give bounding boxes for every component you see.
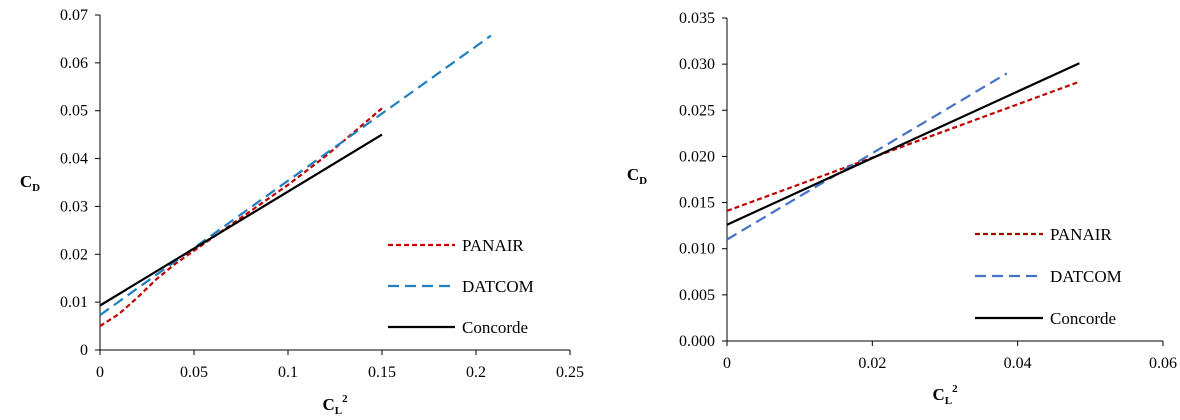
y-tick-label: 0.005: [679, 287, 715, 304]
x-tick-label: 0.2: [466, 364, 486, 381]
x-tick-label: 0.02: [858, 355, 886, 372]
y-tick-label: 0.030: [679, 56, 715, 73]
y-tick-label: 0: [80, 342, 88, 359]
legend-label-datcom: DATCOM: [462, 277, 534, 296]
x-tick-label: 0.25: [556, 364, 584, 381]
legend-label-concorde: Concorde: [462, 318, 528, 337]
legend-label-panair: PANAIR: [1050, 225, 1112, 244]
legend: PANAIR DATCOM Concorde: [975, 225, 1122, 328]
y-tick-label: 0.020: [679, 148, 715, 165]
x-tick-label: 0.06: [1149, 355, 1177, 372]
y-tick-label: 0.02: [60, 246, 88, 263]
x-axis-title: CL2: [322, 393, 348, 417]
series-line-panair: [99, 107, 383, 328]
legend-label-concorde: Concorde: [1050, 309, 1116, 328]
chart-1: 0 0.01 0.02 0.03 0.04 0.05 0.06 0.07 0 0.05 0.1 0.1…: [20, 7, 584, 417]
y-tick-label: 0.04: [60, 151, 88, 168]
chart-2: 0.0000.0050.0100.0150.0200.0250.0300.035…: [627, 10, 1177, 407]
legend-label-panair: PANAIR: [462, 236, 524, 255]
y-tick-label: 0.03: [60, 198, 88, 215]
x-tick-label: 0.04: [1004, 355, 1032, 372]
x-tick-label: 0.1: [278, 364, 298, 381]
x-tick-label: 0: [96, 364, 104, 381]
y-tick-label: 0.01: [60, 294, 88, 311]
legend-label-datcom: DATCOM: [1050, 267, 1122, 286]
x-tick-label: 0: [723, 355, 731, 372]
series-line-concorde: [726, 62, 1080, 226]
y-tick-label: 0.015: [679, 195, 715, 212]
y-tick-label: 0.07: [60, 7, 88, 24]
y-tick-label: 0.05: [60, 103, 88, 120]
y-axis-title: CD: [20, 172, 40, 194]
y-tick-label: 0.000: [679, 333, 715, 350]
y-tick-label: 0.06: [60, 55, 88, 72]
series-line-concorde: [99, 133, 383, 307]
series-line-datcom: [99, 34, 492, 316]
series-line-datcom: [726, 72, 1008, 241]
x-axis-title: CL2: [932, 383, 958, 407]
x-tick-label: 0.15: [368, 364, 396, 381]
x-tick-label: 0.05: [180, 364, 208, 381]
legend: PANAIR DATCOM Concorde: [388, 236, 534, 337]
y-axis-title: CD: [627, 165, 647, 187]
series-line-panair: [726, 80, 1080, 212]
y-tick-label: 0.035: [679, 10, 715, 27]
y-tick-label: 0.025: [679, 102, 715, 119]
y-tick-label: 0.010: [679, 241, 715, 258]
